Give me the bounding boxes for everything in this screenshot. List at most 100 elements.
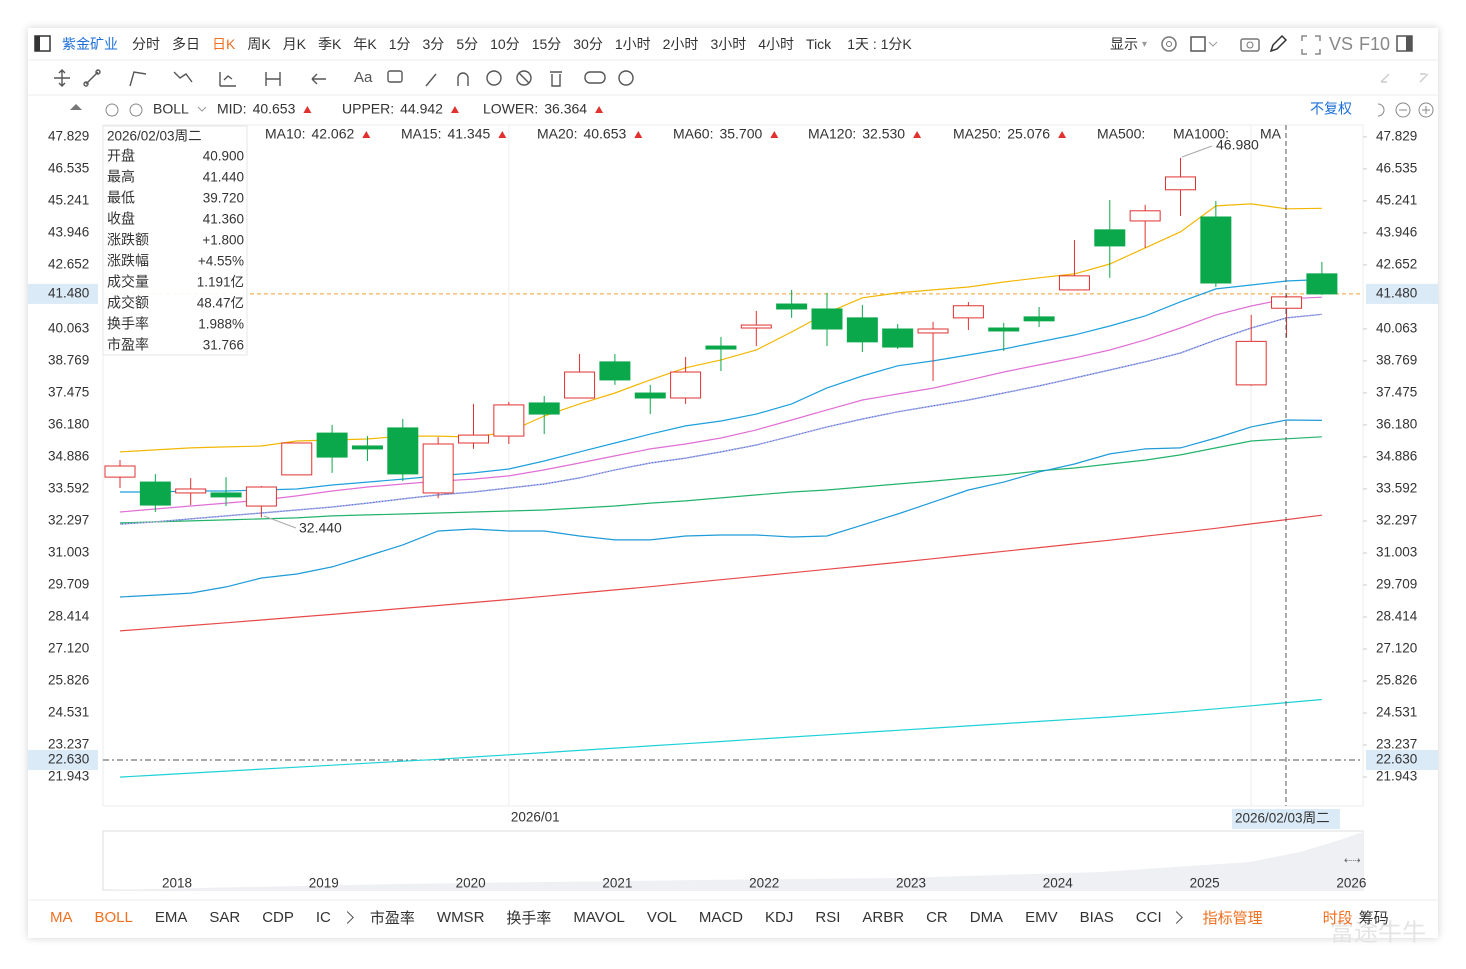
indicator-tab[interactable]: 市盈率 bbox=[369, 909, 415, 927]
indicator-line bbox=[119, 419, 1322, 598]
fullscreen-icon[interactable] bbox=[1299, 33, 1323, 55]
period-tab[interactable]: 月K bbox=[282, 36, 307, 52]
indicator-line bbox=[119, 698, 1322, 778]
plot-frame bbox=[102, 124, 1364, 807]
period-tab[interactable]: 3小时 bbox=[710, 36, 747, 52]
indicator-tab[interactable]: KDJ bbox=[765, 908, 794, 926]
legend-value: 44.942 bbox=[400, 101, 443, 117]
tooltip-label: 收盘 bbox=[107, 211, 135, 227]
legend-name: MID: bbox=[217, 101, 247, 117]
period-tab[interactable]: 时段 bbox=[1322, 909, 1353, 927]
candle-body bbox=[458, 434, 489, 444]
drawing-tools bbox=[54, 69, 1429, 87]
vs-button[interactable]: VS bbox=[1329, 33, 1354, 54]
scroll-arrow[interactable] bbox=[1169, 910, 1183, 924]
candle-body bbox=[1200, 216, 1232, 284]
indicator-tab[interactable]: EMV bbox=[1025, 908, 1058, 926]
tooltip-value: 41.360 bbox=[203, 212, 244, 227]
indicator-tab[interactable]: CCI bbox=[1135, 908, 1162, 926]
candle-body bbox=[564, 371, 596, 399]
stock-name[interactable]: 紫金矿业 bbox=[62, 36, 118, 52]
period-tab[interactable]: 分时 bbox=[132, 36, 160, 52]
indicator-tab[interactable]: IC bbox=[315, 908, 331, 926]
layout-icon[interactable] bbox=[1396, 35, 1414, 53]
close-icon[interactable] bbox=[129, 103, 143, 117]
indicator-tab[interactable]: DMA bbox=[969, 908, 1004, 926]
sidebar-icon[interactable] bbox=[34, 35, 52, 53]
legend-name: MA500: bbox=[1097, 126, 1145, 142]
legend-value: 32.530 bbox=[862, 126, 905, 142]
period-tab[interactable]: 年K bbox=[353, 36, 377, 52]
tooltip-label: 换手率 bbox=[107, 316, 149, 332]
chart-panel bbox=[28, 28, 1438, 938]
indicator-tab[interactable]: 换手率 bbox=[506, 909, 552, 927]
tooltip-label: 最低 bbox=[107, 190, 135, 206]
indicator-tab[interactable]: CR bbox=[926, 908, 948, 926]
period-tab[interactable]: 季K bbox=[318, 36, 342, 52]
legend-arrow bbox=[450, 106, 459, 113]
period-tab[interactable]: 30分 bbox=[573, 36, 603, 52]
period-tab[interactable]: 5分 bbox=[456, 36, 479, 52]
f10-button[interactable]: F10 bbox=[1359, 33, 1391, 54]
legend-arrow bbox=[770, 131, 779, 138]
period-tab[interactable]: 1分 bbox=[388, 36, 411, 52]
tooltip-value: 48.47亿 bbox=[197, 296, 244, 311]
y-tick-label: 33.592 bbox=[48, 480, 89, 495]
period-tab[interactable]: 日K bbox=[212, 36, 236, 52]
caret: ▾ bbox=[1142, 38, 1148, 50]
candle-body bbox=[210, 492, 242, 498]
indicator-tab[interactable]: MA bbox=[50, 908, 73, 926]
annotation-leader bbox=[263, 515, 297, 529]
y-tick-label: 47.829 bbox=[48, 128, 89, 143]
display-menu[interactable]: 显示 bbox=[1110, 36, 1138, 52]
manage-button[interactable]: 指标管理 bbox=[1202, 909, 1263, 927]
collapse-icon[interactable] bbox=[70, 104, 82, 110]
y-tick-label: 32.297 bbox=[1376, 513, 1417, 528]
y-tick-label: 23.237 bbox=[1376, 737, 1417, 752]
indicator-tab[interactable]: MACD bbox=[698, 908, 744, 926]
legend-name: MA bbox=[1260, 126, 1282, 142]
period-tab[interactable]: Tick bbox=[806, 36, 832, 52]
scroll-arrow[interactable] bbox=[341, 910, 354, 924]
period-tab[interactable]: 1小时 bbox=[614, 36, 651, 52]
indicator-tab[interactable]: CDP bbox=[262, 908, 294, 926]
text-tool[interactable]: Aa bbox=[354, 69, 373, 86]
indicator-tab[interactable]: BIAS bbox=[1079, 908, 1114, 926]
period-tab[interactable]: 1天 : 1分K bbox=[847, 36, 912, 52]
candle-body bbox=[1271, 296, 1303, 309]
candle-body bbox=[316, 432, 348, 458]
indicator-tab[interactable]: BOLL bbox=[94, 908, 133, 926]
indicator-tab[interactable]: WMSR bbox=[436, 908, 485, 926]
indicator-tab[interactable]: MAVOL bbox=[573, 908, 625, 926]
indicator-line bbox=[119, 296, 1322, 513]
tooltip-label: 开盘 bbox=[107, 148, 135, 164]
period-tab[interactable]: 15分 bbox=[531, 36, 562, 52]
y-tick-label: 40.063 bbox=[48, 320, 89, 335]
candle-body bbox=[281, 442, 313, 476]
navigator-year: 2022 bbox=[749, 876, 779, 891]
period-tab[interactable]: 2小时 bbox=[662, 36, 699, 52]
tooltip-value: +4.55% bbox=[198, 254, 244, 269]
period-tab[interactable]: 3分 bbox=[422, 36, 445, 52]
period-tab[interactable]: 多日 bbox=[172, 36, 200, 52]
zoom-icons bbox=[1377, 102, 1434, 118]
price-label: 41.480 bbox=[1376, 285, 1417, 300]
indicator-tab[interactable]: EMA bbox=[154, 908, 188, 926]
indicator-tab[interactable]: VOL bbox=[646, 908, 677, 926]
indicator-tab[interactable]: SAR bbox=[209, 908, 241, 926]
period-tab[interactable]: 4小时 bbox=[758, 36, 795, 52]
period-tab[interactable]: 10分 bbox=[490, 36, 520, 52]
navigator-year: 2021 bbox=[602, 876, 632, 891]
navigator-handle[interactable]: ⇠⇢ bbox=[1344, 856, 1361, 867]
settings-icon[interactable] bbox=[105, 103, 119, 117]
chips-tab[interactable]: 筹码 bbox=[1358, 909, 1389, 927]
adjust-menu[interactable]: 不复权 bbox=[1310, 101, 1352, 117]
y-tick-label: 28.414 bbox=[1376, 609, 1418, 624]
indicator-tab[interactable]: ARBR bbox=[862, 908, 905, 926]
indicator-tab[interactable]: RSI bbox=[815, 908, 841, 926]
candle-body bbox=[1235, 340, 1267, 386]
y-tick-label: 40.063 bbox=[1376, 320, 1417, 335]
period-tab[interactable]: 周K bbox=[247, 36, 271, 52]
tooltip-value: 1.988% bbox=[198, 317, 244, 332]
